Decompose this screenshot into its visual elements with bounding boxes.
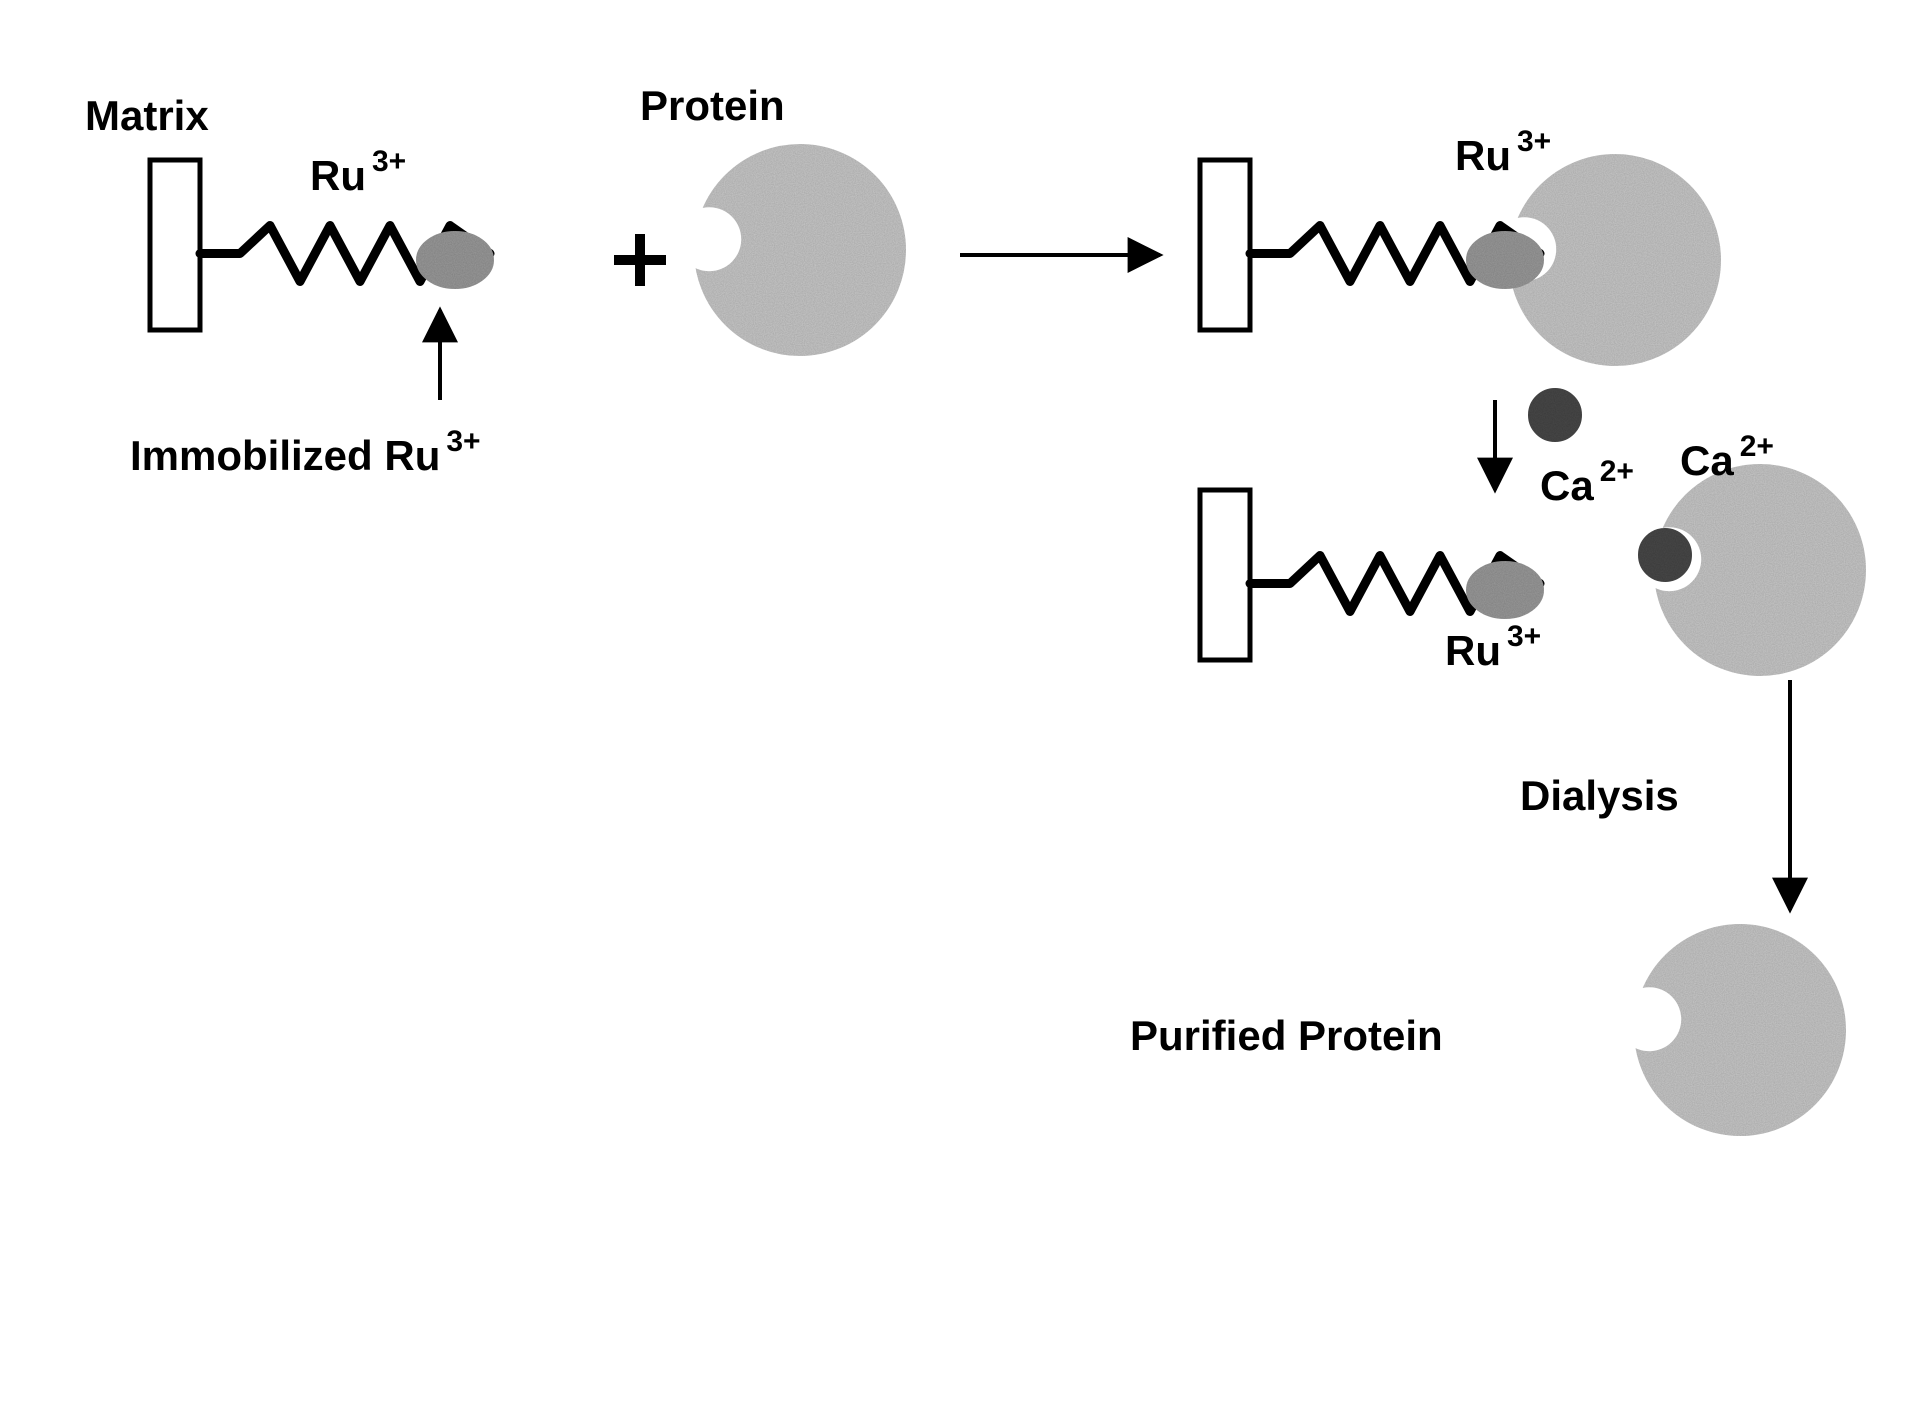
matrix-2 [1200, 160, 1250, 330]
ru-3 [1467, 562, 1543, 618]
matrix-3 [1200, 490, 1250, 660]
ru-label-1: Ru3+ [310, 145, 406, 199]
matrix-label: Matrix [85, 92, 209, 139]
protein-purified [1635, 925, 1845, 1135]
ru-2 [1467, 232, 1543, 288]
ca-free [1529, 389, 1581, 441]
ca-label-1: Ca2+ [1540, 455, 1634, 509]
immobilized-label: Immobilized Ru3+ [130, 425, 481, 479]
ru-label-2: Ru3+ [1455, 125, 1551, 179]
ru-label-3: Ru3+ [1445, 620, 1541, 674]
protein-label: Protein [640, 82, 785, 129]
protein-1 [695, 145, 905, 355]
dialysis-label: Dialysis [1520, 772, 1679, 819]
purified-label: Purified Protein [1130, 1012, 1443, 1059]
ca-bound [1639, 529, 1691, 581]
matrix-1 [150, 160, 200, 330]
ru-1 [417, 232, 493, 288]
